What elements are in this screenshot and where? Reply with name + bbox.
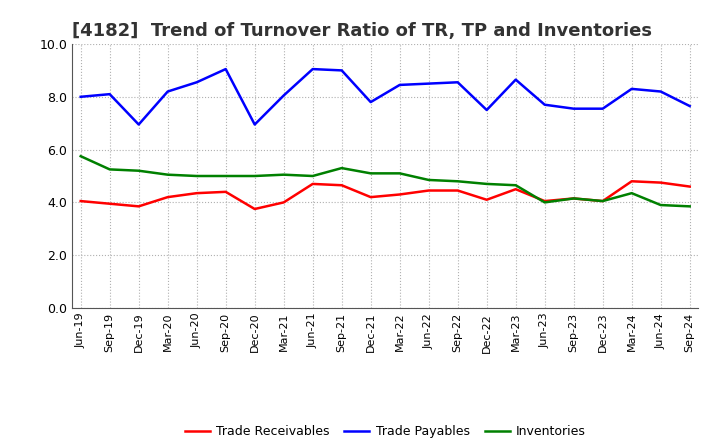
Trade Payables bbox=[221, 66, 230, 72]
Inventories bbox=[163, 172, 172, 177]
Line: Trade Payables: Trade Payables bbox=[81, 69, 690, 125]
Trade Payables bbox=[251, 122, 259, 127]
Inventories bbox=[657, 202, 665, 208]
Inventories bbox=[570, 196, 578, 201]
Trade Payables bbox=[308, 66, 317, 72]
Inventories bbox=[251, 173, 259, 179]
Trade Receivables bbox=[424, 188, 433, 193]
Trade Receivables bbox=[598, 198, 607, 204]
Inventories bbox=[338, 165, 346, 171]
Trade Receivables bbox=[163, 194, 172, 200]
Inventories bbox=[511, 183, 520, 188]
Trade Receivables bbox=[308, 181, 317, 187]
Trade Payables bbox=[570, 106, 578, 111]
Trade Payables bbox=[685, 103, 694, 109]
Trade Payables bbox=[338, 68, 346, 73]
Trade Payables bbox=[105, 92, 114, 97]
Trade Receivables bbox=[482, 197, 491, 202]
Trade Receivables bbox=[541, 198, 549, 204]
Trade Payables bbox=[482, 107, 491, 113]
Trade Receivables bbox=[251, 206, 259, 212]
Trade Payables bbox=[192, 80, 201, 85]
Inventories bbox=[454, 179, 462, 184]
Trade Receivables bbox=[135, 204, 143, 209]
Trade Receivables bbox=[511, 187, 520, 192]
Trade Payables bbox=[424, 81, 433, 86]
Trade Receivables bbox=[627, 179, 636, 184]
Inventories bbox=[541, 200, 549, 205]
Trade Receivables bbox=[279, 200, 288, 205]
Trade Receivables bbox=[192, 191, 201, 196]
Trade Payables bbox=[366, 99, 375, 105]
Trade Payables bbox=[395, 82, 404, 88]
Inventories bbox=[598, 198, 607, 204]
Trade Payables bbox=[541, 102, 549, 107]
Trade Receivables bbox=[105, 201, 114, 206]
Inventories bbox=[221, 173, 230, 179]
Inventories bbox=[685, 204, 694, 209]
Trade Payables bbox=[511, 77, 520, 82]
Line: Trade Receivables: Trade Receivables bbox=[81, 181, 690, 209]
Inventories bbox=[308, 173, 317, 179]
Trade Receivables bbox=[221, 189, 230, 194]
Trade Payables bbox=[163, 89, 172, 94]
Trade Payables bbox=[279, 93, 288, 98]
Trade Receivables bbox=[685, 184, 694, 189]
Trade Payables bbox=[76, 94, 85, 99]
Trade Receivables bbox=[570, 196, 578, 201]
Line: Inventories: Inventories bbox=[81, 156, 690, 206]
Trade Payables bbox=[657, 89, 665, 94]
Trade Receivables bbox=[395, 192, 404, 197]
Inventories bbox=[627, 191, 636, 196]
Trade Payables bbox=[454, 80, 462, 85]
Inventories bbox=[482, 181, 491, 187]
Inventories bbox=[76, 154, 85, 159]
Inventories bbox=[105, 167, 114, 172]
Inventories bbox=[424, 177, 433, 183]
Trade Payables bbox=[627, 86, 636, 92]
Inventories bbox=[135, 168, 143, 173]
Trade Receivables bbox=[76, 198, 85, 204]
Inventories bbox=[279, 172, 288, 177]
Trade Receivables bbox=[657, 180, 665, 185]
Trade Receivables bbox=[366, 194, 375, 200]
Legend: Trade Receivables, Trade Payables, Inventories: Trade Receivables, Trade Payables, Inven… bbox=[184, 425, 586, 438]
Trade Payables bbox=[135, 122, 143, 127]
Trade Payables bbox=[598, 106, 607, 111]
Inventories bbox=[395, 171, 404, 176]
Text: [4182]  Trend of Turnover Ratio of TR, TP and Inventories: [4182] Trend of Turnover Ratio of TR, TP… bbox=[72, 22, 652, 40]
Trade Receivables bbox=[338, 183, 346, 188]
Trade Receivables bbox=[454, 188, 462, 193]
Inventories bbox=[192, 173, 201, 179]
Inventories bbox=[366, 171, 375, 176]
